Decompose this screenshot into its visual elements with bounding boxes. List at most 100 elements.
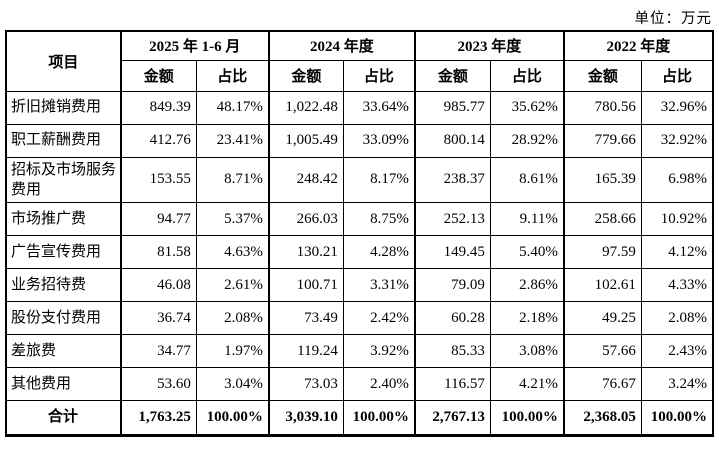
amount-cell: 53.60 [119, 367, 197, 401]
amount-header: 金额 [267, 59, 344, 92]
ratio-cell: 2.43% [640, 334, 714, 368]
amount-cell: 985.77 [413, 90, 491, 125]
table-row: 业务招待费 46.08 2.61% 100.71 3.31% 79.09 2.86% 102.… [5, 268, 714, 302]
ratio-cell: 8.17% [342, 156, 416, 203]
amount-cell: 800.14 [413, 123, 491, 158]
table-row: 职工薪酬费用 412.76 23.41% 1,005.49 33.09% 800.14 28… [5, 123, 714, 158]
ratio-cell: 5.40% [489, 235, 565, 269]
header-row-periods: 项目 2025 年 1-6 月 2024 年度 2023 年度 2022 年度 [5, 30, 714, 92]
ratio-cell: 10.92% [640, 202, 714, 236]
table-row: 广告宣传费用 81.58 4.63% 130.21 4.28% 149.45 5.40% 97… [5, 235, 714, 269]
amount-cell: 36.74 [119, 301, 197, 335]
table-row: 招标及市场服务费用 153.55 8.71% 248.42 8.17% 238.37 8.6… [5, 156, 714, 203]
amount-cell: 238.37 [413, 156, 491, 203]
ratio-cell: 9.11% [489, 202, 565, 236]
ratio-header: 占比 [342, 59, 416, 92]
expense-table: 项目 2025 年 1-6 月 2024 年度 2023 年度 2022 年度 … [5, 30, 714, 437]
ratio-cell: 2.40% [342, 367, 416, 401]
amount-cell: 2,767.13 [413, 400, 491, 436]
ratio-cell: 1.97% [195, 334, 270, 368]
period-header-2024: 2024 年度 [267, 30, 416, 61]
table-body: 折旧摊销费用 849.39 48.17% 1,022.48 33.64% 985.77 35… [5, 90, 714, 436]
amount-cell: 165.39 [562, 156, 642, 203]
amount-cell: 248.42 [267, 156, 344, 203]
period-header-2022: 2022 年度 [562, 30, 714, 61]
ratio-cell: 2.08% [640, 301, 714, 335]
amount-cell: 73.49 [267, 301, 344, 335]
ratio-cell: 3.04% [195, 367, 270, 401]
amount-cell: 85.33 [413, 334, 491, 368]
amount-cell: 2,368.05 [562, 400, 642, 436]
amount-cell: 116.57 [413, 367, 491, 401]
ratio-header: 占比 [640, 59, 714, 92]
amount-cell: 252.13 [413, 202, 491, 236]
ratio-cell: 3.92% [342, 334, 416, 368]
amount-cell: 46.08 [119, 268, 197, 302]
total-row: 合计 1,763.25 100.00% 3,039.10 100.00% 2,767.13… [5, 400, 714, 436]
ratio-cell: 4.28% [342, 235, 416, 269]
ratio-cell: 6.98% [640, 156, 714, 203]
table-row: 市场推广费 94.77 5.37% 266.03 8.75% 252.13 9.11% 258… [5, 202, 714, 236]
amount-cell: 780.56 [562, 90, 642, 125]
header-row-measures: 金额 占比 金额 占比 金额 占比 金额 占比 [6, 59, 714, 92]
row-item-label: 业务招待费 [5, 268, 122, 302]
ratio-cell: 2.42% [342, 301, 416, 335]
ratio-cell: 3.24% [640, 367, 714, 401]
amount-cell: 1,005.49 [267, 123, 344, 158]
ratio-cell: 8.61% [489, 156, 565, 203]
amount-cell: 81.58 [119, 235, 197, 269]
ratio-header: 占比 [195, 59, 270, 92]
ratio-cell: 8.71% [195, 156, 270, 203]
period-header-2025h1: 2025 年 1-6 月 [119, 30, 270, 61]
amount-cell: 149.45 [413, 235, 491, 269]
row-item-label: 招标及市场服务费用 [5, 156, 122, 203]
ratio-cell: 100.00% [195, 400, 270, 436]
ratio-cell: 35.62% [489, 90, 565, 125]
ratio-cell: 4.63% [195, 235, 270, 269]
table-row: 其他费用 53.60 3.04% 73.03 2.40% 116.57 4.21% 76.67… [5, 367, 714, 401]
amount-cell: 76.67 [562, 367, 642, 401]
amount-cell: 3,039.10 [267, 400, 344, 436]
table-row: 折旧摊销费用 849.39 48.17% 1,022.48 33.64% 985.77 35… [5, 90, 714, 125]
ratio-cell: 33.64% [342, 90, 416, 125]
total-label: 合计 [5, 400, 122, 436]
item-column-header: 项目 [5, 30, 122, 92]
amount-cell: 1,022.48 [267, 90, 344, 125]
row-item-label: 其他费用 [5, 367, 122, 401]
amount-header: 金额 [119, 59, 197, 92]
ratio-cell: 32.92% [640, 123, 714, 158]
unit-label: 单位：万元 [634, 11, 712, 27]
amount-cell: 258.66 [562, 202, 642, 236]
ratio-cell: 28.92% [489, 123, 565, 158]
amount-cell: 100.71 [267, 268, 344, 302]
amount-header: 金额 [413, 59, 491, 92]
row-item-label: 职工薪酬费用 [5, 123, 122, 158]
row-item-label: 市场推广费 [5, 202, 122, 236]
row-item-label: 股份支付费用 [5, 301, 122, 335]
ratio-cell: 100.00% [342, 400, 416, 436]
ratio-cell: 48.17% [195, 90, 270, 125]
amount-cell: 849.39 [119, 90, 197, 125]
ratio-cell: 4.12% [640, 235, 714, 269]
row-item-label: 差旅费 [5, 334, 122, 368]
amount-cell: 49.25 [562, 301, 642, 335]
amount-cell: 119.24 [267, 334, 344, 368]
ratio-cell: 4.33% [640, 268, 714, 302]
amount-cell: 412.76 [119, 123, 197, 158]
ratio-cell: 2.08% [195, 301, 270, 335]
ratio-cell: 4.21% [489, 367, 565, 401]
amount-cell: 94.77 [119, 202, 197, 236]
amount-cell: 73.03 [267, 367, 344, 401]
amount-cell: 1,763.25 [119, 400, 197, 436]
ratio-header: 占比 [489, 59, 565, 92]
row-item-label: 折旧摊销费用 [5, 90, 122, 125]
amount-cell: 97.59 [562, 235, 642, 269]
amount-cell: 153.55 [119, 156, 197, 203]
ratio-cell: 23.41% [195, 123, 270, 158]
amount-cell: 79.09 [413, 268, 491, 302]
amount-header: 金额 [562, 59, 642, 92]
ratio-cell: 100.00% [640, 400, 714, 436]
amount-cell: 266.03 [267, 202, 344, 236]
ratio-cell: 8.75% [342, 202, 416, 236]
